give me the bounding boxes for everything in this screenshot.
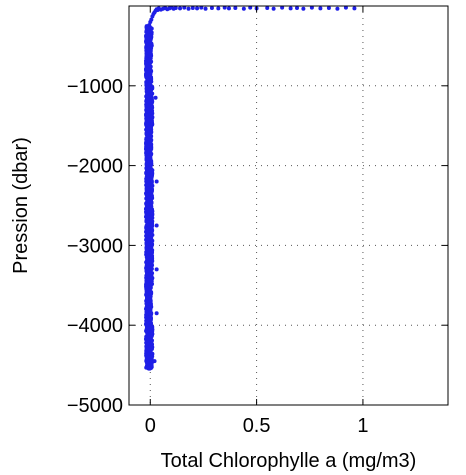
y-tick-label: −4000 bbox=[67, 315, 123, 337]
data-point bbox=[326, 5, 331, 10]
data-point bbox=[150, 14, 155, 19]
data-point bbox=[154, 267, 159, 272]
data-point bbox=[233, 5, 238, 10]
data-point bbox=[295, 5, 300, 10]
data-point bbox=[222, 5, 227, 10]
data-point bbox=[154, 223, 159, 228]
data-point bbox=[335, 6, 340, 11]
data-point bbox=[216, 6, 221, 11]
data-point bbox=[265, 5, 270, 10]
data-point bbox=[248, 5, 253, 10]
data-point bbox=[352, 6, 357, 11]
grid-lines bbox=[129, 6, 448, 405]
data-point bbox=[199, 5, 204, 10]
data-point bbox=[154, 311, 159, 316]
axis-ticks: 0 0.5 1 −5000 −4000 −3000 −2000 −1000 bbox=[67, 6, 448, 437]
data-point bbox=[318, 6, 323, 11]
x-tick-label: 0.5 bbox=[243, 415, 271, 437]
data-point bbox=[288, 6, 293, 11]
data-point bbox=[182, 5, 187, 10]
data-point bbox=[153, 95, 158, 100]
data-point bbox=[209, 5, 214, 10]
x-axis-label: Total Chlorophylle a (mg/m3) bbox=[161, 450, 417, 472]
data-point bbox=[154, 179, 159, 184]
plot-area-frame bbox=[128, 5, 449, 406]
data-point bbox=[148, 19, 153, 24]
y-tick-label: −1000 bbox=[67, 76, 123, 98]
data-point bbox=[343, 5, 348, 10]
data-point bbox=[186, 6, 191, 11]
y-tick-label: −3000 bbox=[67, 235, 123, 257]
data-points bbox=[144, 5, 357, 371]
data-point bbox=[195, 6, 200, 11]
x-tick-label: 1 bbox=[357, 415, 368, 437]
data-point bbox=[152, 359, 157, 364]
data-point bbox=[280, 5, 285, 10]
data-point bbox=[203, 6, 208, 11]
data-point bbox=[190, 5, 195, 10]
y-tick-label: −5000 bbox=[67, 395, 123, 417]
data-point bbox=[271, 6, 276, 11]
data-point bbox=[226, 6, 231, 11]
y-tick-label: −2000 bbox=[67, 156, 123, 178]
y-axis-label: Pression (dbar) bbox=[10, 137, 32, 274]
data-point bbox=[301, 6, 306, 11]
data-point bbox=[147, 366, 152, 371]
x-tick-label: 0 bbox=[145, 415, 156, 437]
data-point bbox=[309, 5, 314, 10]
data-point bbox=[241, 6, 246, 11]
data-point bbox=[178, 6, 183, 11]
